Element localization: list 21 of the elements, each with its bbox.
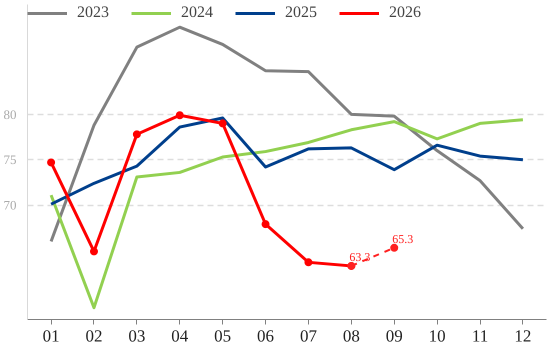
x-tick-label: 02 <box>85 326 102 344</box>
x-tick-label: 04 <box>171 326 189 344</box>
x-tick-label: 10 <box>428 326 446 344</box>
x-tick-label: 12 <box>514 326 532 344</box>
legend-label: 2025 <box>285 4 317 22</box>
y-tick-label: 70 <box>4 198 16 213</box>
legend-label: 2023 <box>77 4 109 22</box>
x-tick-label: 11 <box>472 326 488 344</box>
legend-label: 2026 <box>389 4 421 22</box>
y-tick-label: 80 <box>4 106 16 122</box>
x-tick-label: 05 <box>214 326 232 344</box>
x-tick-label: 09 <box>386 326 403 344</box>
x-tick-label: 08 <box>342 326 360 344</box>
x-tick-label: 03 <box>128 326 146 344</box>
x-tick-label: 07 <box>300 326 318 344</box>
data-label: 65.3 <box>392 232 414 246</box>
x-tick-label: 01 <box>42 326 60 344</box>
y-tick-label: 75 <box>4 152 16 168</box>
legend-label: 2024 <box>181 4 213 22</box>
data-label: 63.3 <box>349 250 370 264</box>
x-tick-label: 06 <box>257 326 274 344</box>
